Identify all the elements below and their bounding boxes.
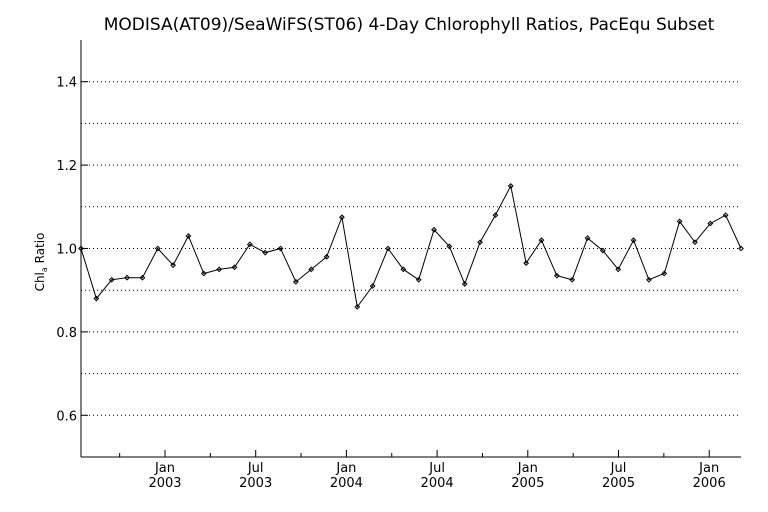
data-point-21 — [400, 266, 407, 273]
data-point-4 — [139, 274, 146, 281]
data-point-30 — [538, 237, 545, 244]
data-point-7 — [185, 233, 192, 239]
data-point-19 — [369, 283, 376, 289]
plot-frame — [80, 40, 741, 458]
gridlines — [81, 81, 741, 416]
y-tick-label-1: 0.8 — [56, 326, 77, 341]
data-point-8 — [200, 270, 207, 277]
data-point-43 — [738, 245, 744, 252]
data-point-28 — [507, 183, 514, 189]
x-tick-year-6: 2006 — [693, 476, 726, 491]
data-point-42 — [722, 212, 729, 219]
y-axis-title: Chla Ratio — [33, 233, 49, 292]
x-axis: Jan2003Jul2003Jan2004Jul2004Jan2005Jul20… — [119, 450, 726, 491]
data-point-24 — [446, 243, 453, 250]
data-point-34 — [599, 247, 606, 254]
data-point-29 — [523, 260, 530, 267]
y-tick-label-2: 1.0 — [56, 243, 77, 258]
data-point-9 — [216, 266, 223, 273]
data-point-32 — [569, 276, 576, 283]
x-tick-month-1: Jul — [247, 461, 264, 476]
data-point-0 — [78, 245, 84, 252]
data-point-6 — [170, 262, 177, 269]
data-point-26 — [477, 239, 483, 246]
series-group — [78, 183, 744, 310]
chart-title: MODISA(AT09)/SeaWiFS(ST06) 4-Day Chlorop… — [104, 15, 715, 35]
y-axis: 0.6 0.8 1.0 1.2 1.4 — [56, 76, 88, 424]
data-point-33 — [584, 235, 591, 241]
x-tick-month-6: Jan — [698, 461, 719, 476]
y-tick-label-0: 0.6 — [56, 409, 77, 424]
data-point-38 — [661, 270, 668, 277]
data-point-11 — [246, 241, 253, 248]
series-line-0 — [80, 184, 742, 309]
x-tick-month-4: Jan — [517, 461, 538, 476]
x-tick-year-3: 2004 — [421, 476, 454, 491]
data-point-25 — [461, 281, 468, 287]
data-point-39 — [676, 218, 683, 225]
data-point-35 — [615, 266, 622, 273]
data-point-16 — [323, 253, 330, 260]
data-point-40 — [692, 239, 698, 246]
data-point-12 — [262, 249, 269, 256]
x-tick-year-5: 2005 — [602, 476, 635, 491]
data-point-10 — [231, 264, 238, 271]
x-tick-year-0: 2003 — [148, 476, 181, 491]
data-point-18 — [354, 303, 361, 310]
x-tick-month-0: Jan — [154, 461, 175, 476]
x-tick-month-3: Jul — [428, 461, 445, 476]
data-point-14 — [292, 278, 299, 285]
x-tick-year-2: 2004 — [330, 476, 363, 491]
x-tick-month-2: Jan — [335, 461, 356, 476]
data-point-37 — [645, 276, 652, 283]
data-point-41 — [707, 220, 714, 227]
x-tick-year-4: 2005 — [511, 476, 544, 491]
x-tick-year-1: 2003 — [239, 476, 272, 491]
y-tick-label-4: 1.4 — [56, 76, 77, 91]
data-point-3 — [124, 274, 130, 281]
data-point-17 — [339, 214, 345, 221]
data-point-5 — [154, 245, 161, 252]
y-tick-label-3: 1.2 — [56, 159, 77, 174]
data-point-1 — [93, 295, 100, 302]
data-point-2 — [108, 276, 115, 283]
data-point-15 — [308, 266, 315, 273]
data-point-23 — [431, 226, 437, 233]
x-tick-month-5: Jul — [610, 461, 627, 476]
data-point-31 — [553, 272, 560, 279]
data-point-22 — [415, 276, 422, 283]
data-point-13 — [277, 245, 284, 252]
data-point-27 — [492, 212, 499, 219]
data-point-36 — [630, 237, 637, 244]
data-point-20 — [385, 245, 391, 252]
